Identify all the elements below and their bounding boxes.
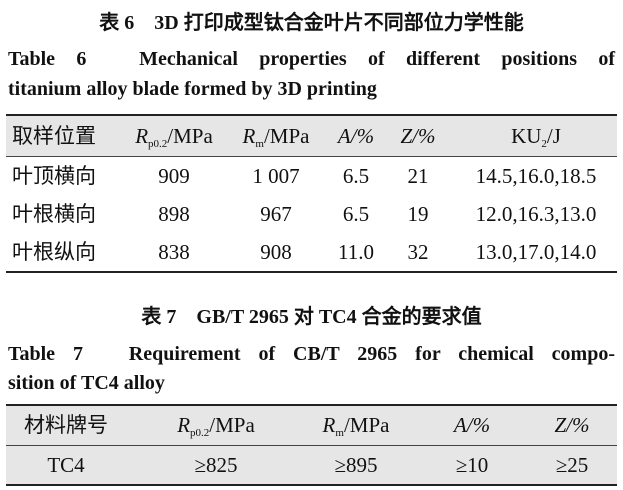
table7-caption-en-1: Table 7 Requirement of CB/T 2965 for che… [8,343,615,365]
cell: 叶顶横向 [12,164,96,188]
cell: ≥10 [455,453,489,477]
table-row: TC4 ≥825 ≥895 ≥10 ≥25 [6,446,617,484]
cell: 967 [260,202,292,226]
header-a: A/% [337,124,375,148]
table6-header-row: 取样位置 Rp0.2/MPa Rm/MPa A/% Z/% KU2/J [6,116,617,157]
cell: ≥825 [194,453,238,477]
table7-header-row: 材料牌号 Rp0.2/MPa Rm/MPa A/% Z/% [6,406,617,446]
header-z: Z/% [554,413,590,437]
cell: 6.5 [342,164,370,188]
cell: 909 [158,164,190,188]
table-row: 叶顶横向 909 1 007 6.5 21 14.5,16.0,18.5 [6,157,617,195]
cell: 19 [407,202,429,226]
table6-caption-en-1: Table 6 Mechanical properties of differe… [8,48,615,70]
cell: 12.0,16.3,13.0 [475,202,597,226]
header-position: 取样位置 [12,124,96,148]
table6-caption-cn: 表 6 3D 打印成型钛合金叶片不同部位力学性能 [99,12,524,34]
table-row: 叶根纵向 838 908 11.0 32 13.0,17.0,14.0 [6,233,617,271]
header-z: Z/% [400,124,436,148]
table7-caption-en-2: sition of TC4 alloy [8,372,165,394]
header-rm: Rm/MPa [242,124,310,150]
table7-caption-cn: 表 7 GB/T 2965 对 TC4 合金的要求值 [141,306,482,328]
cell: 838 [158,240,190,264]
cell: 32 [407,240,429,264]
table6: 取样位置 Rp0.2/MPa Rm/MPa A/% Z/% KU2/J 叶顶横向… [6,114,617,273]
cell: 908 [260,240,292,264]
cell: ≥25 [555,453,589,477]
cell: 6.5 [342,202,370,226]
cell: 898 [158,202,190,226]
cell: TC4 [47,453,85,477]
cell: ≥895 [334,453,378,477]
header-grade: 材料牌号 [24,413,108,437]
cell: 11.0 [338,240,374,264]
header-rp02: Rp0.2/MPa [135,124,213,150]
cell: 叶根横向 [12,202,96,226]
cell: 13.0,17.0,14.0 [475,240,597,264]
cell: 14.5,16.0,18.5 [475,164,597,188]
cell: 叶根纵向 [12,240,96,264]
header-ku2: KU2/J [511,124,561,150]
table7: 材料牌号 Rp0.2/MPa Rm/MPa A/% Z/% TC4 ≥825 ≥… [6,404,617,486]
cell: 21 [407,164,429,188]
table-row: 叶根横向 898 967 6.5 19 12.0,16.3,13.0 [6,195,617,233]
table6-caption-en-2: titanium alloy blade formed by 3D printi… [8,78,377,100]
header-a: A/% [453,413,491,437]
cell: 1 007 [252,164,300,188]
header-rp02: Rp0.2/MPa [177,413,255,439]
header-rm: Rm/MPa [322,413,390,439]
